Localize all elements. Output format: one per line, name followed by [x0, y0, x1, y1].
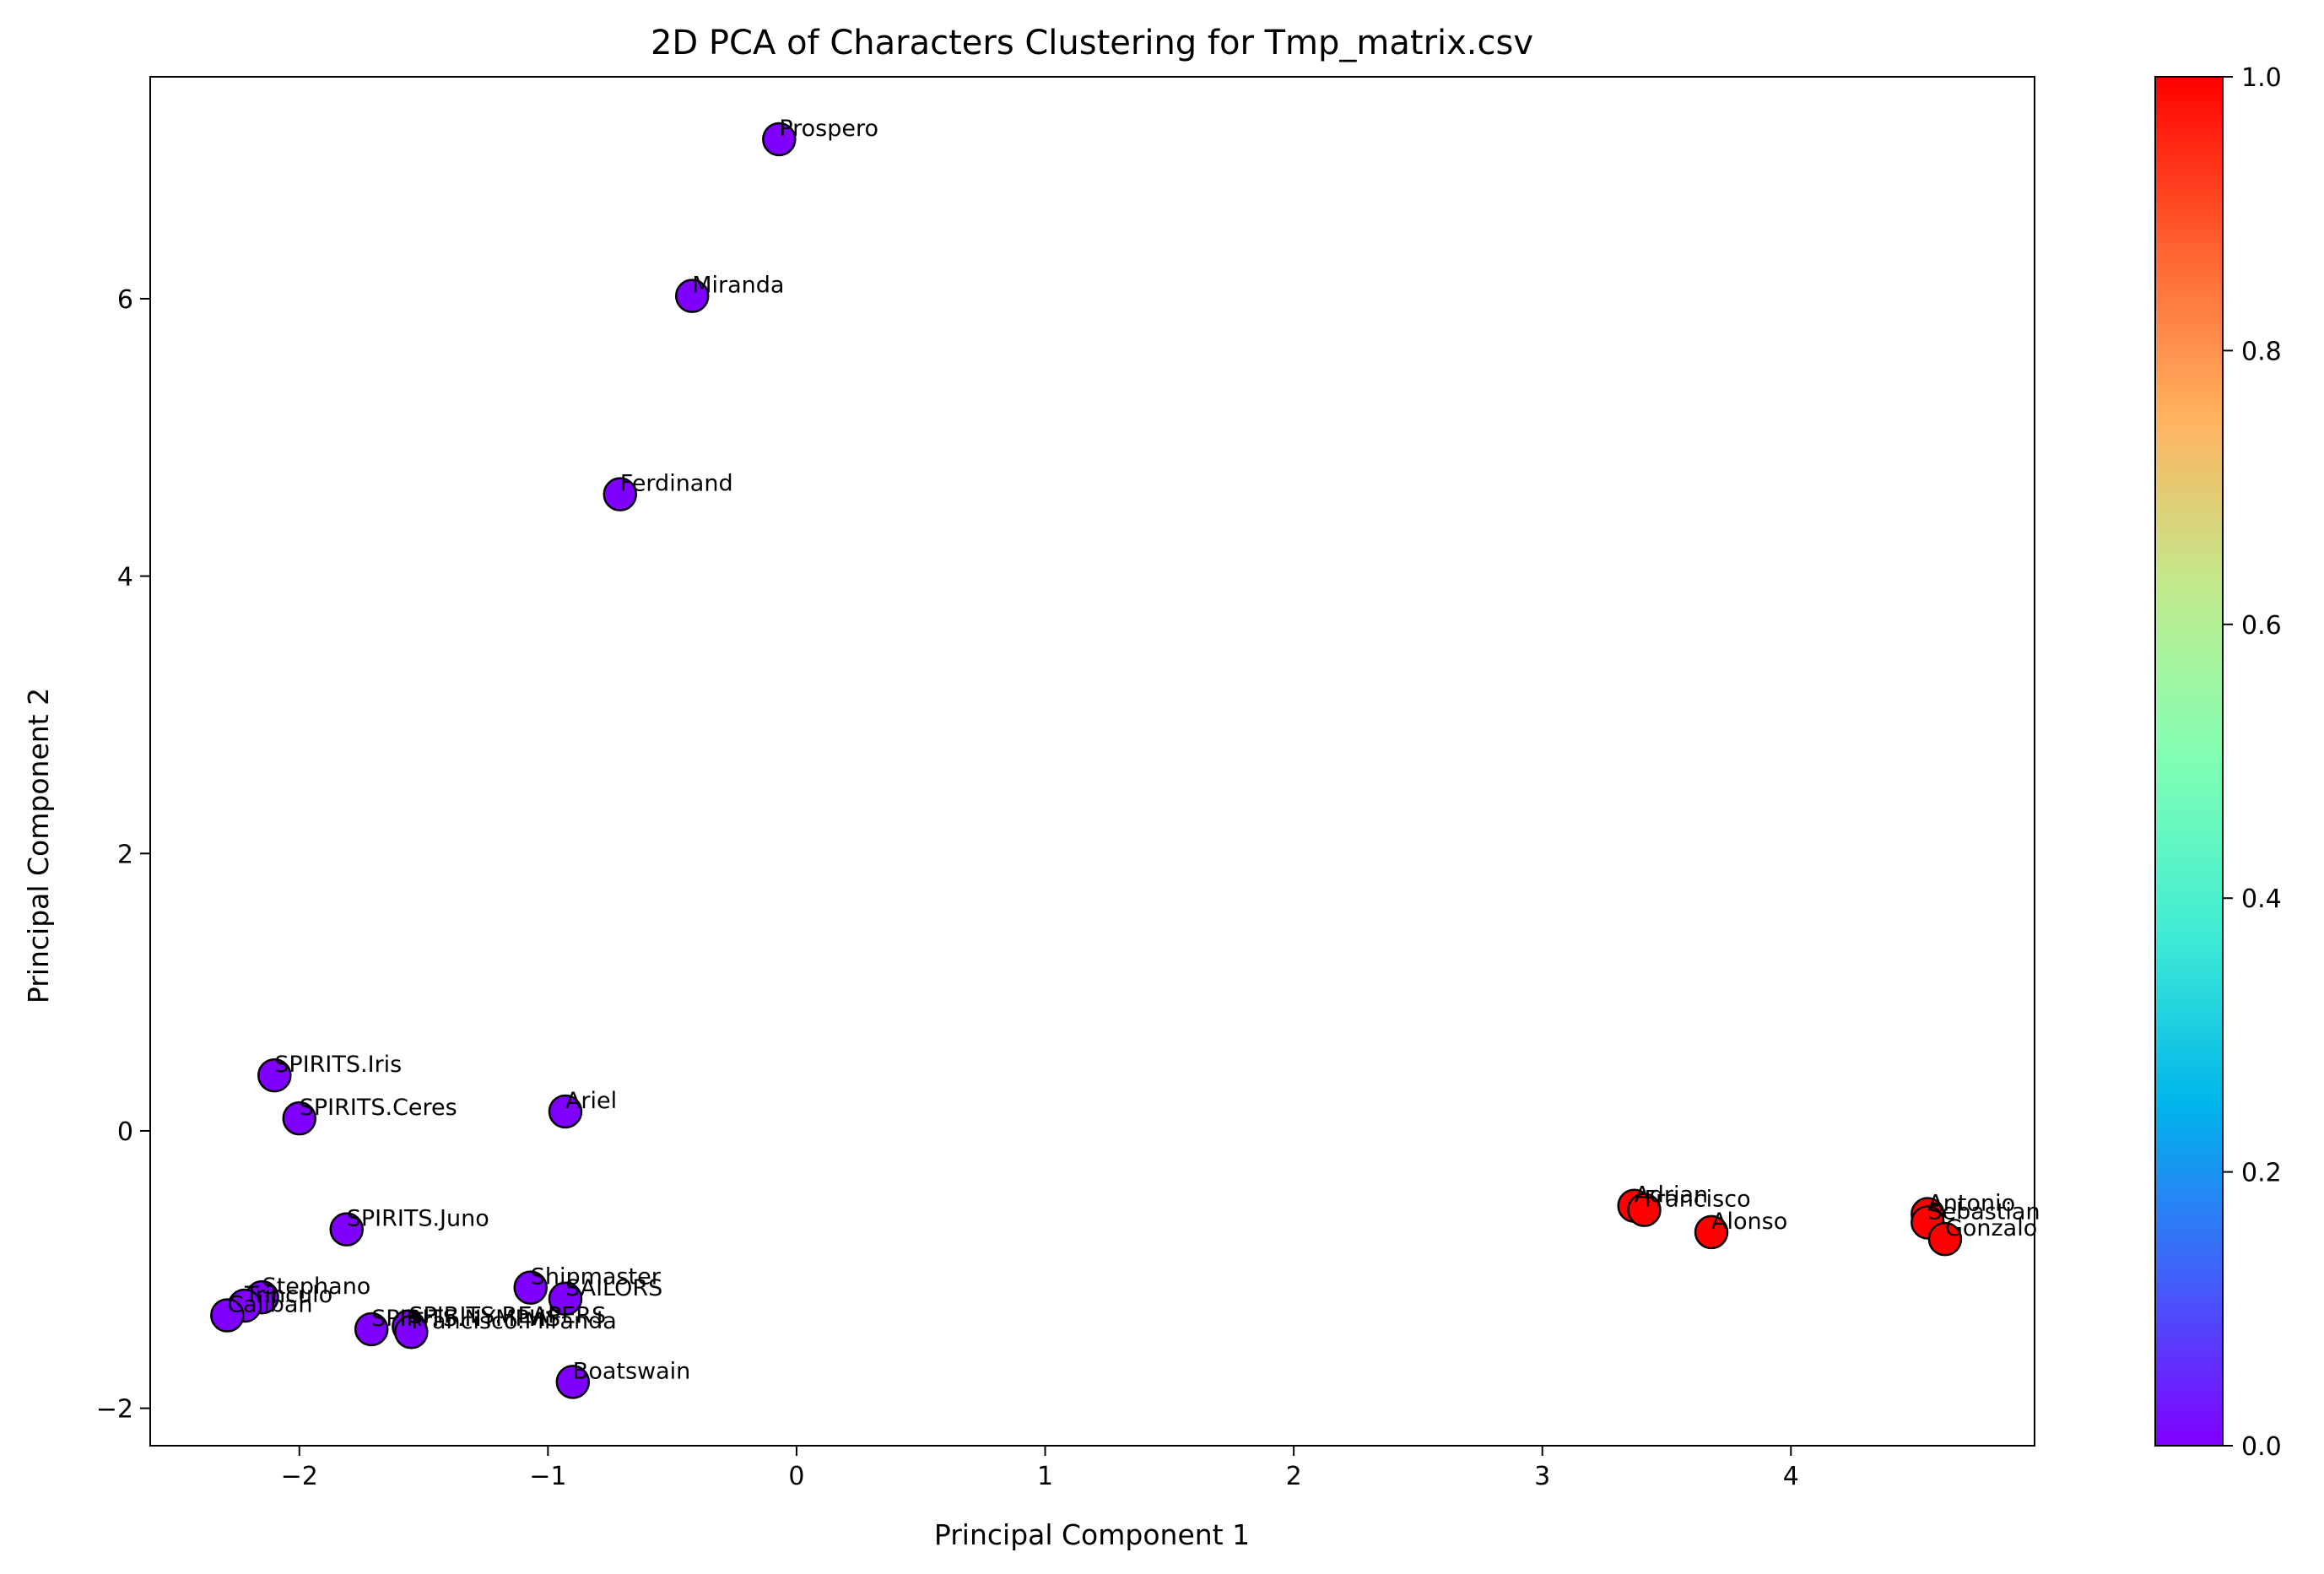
plot-background [150, 77, 2035, 1446]
y-tick-label: 6 [117, 285, 133, 315]
scatter-point [1694, 1214, 1729, 1250]
scatter-point [762, 122, 797, 157]
colorbar-tick-label: 0.0 [2241, 1432, 2282, 1462]
x-tick-label: 3 [1534, 1462, 1550, 1491]
point-label: SPIRITS.Ceres [300, 1095, 457, 1121]
scatter-point [548, 1094, 583, 1129]
point-label: SPIRITS.NYMPHS [371, 1306, 560, 1332]
point-label: Gonzalo [1945, 1215, 2037, 1241]
x-tick-label: 0 [788, 1462, 804, 1491]
scatter-point [282, 1101, 317, 1136]
y-tick-label: 4 [117, 563, 133, 592]
point-label: Francisco.Miranda [411, 1308, 616, 1334]
x-tick-label: −2 [281, 1462, 318, 1491]
point-label: Caliban [227, 1292, 312, 1318]
x-tick-label: −1 [529, 1462, 566, 1491]
point-label: Trinculo [244, 1282, 332, 1308]
y-axis-label: Principal Component 2 [22, 688, 55, 1003]
scatter-point [354, 1312, 389, 1347]
scatter-point [394, 1314, 429, 1350]
x-tick-label: 2 [1286, 1462, 1302, 1491]
scatter-point [329, 1212, 364, 1247]
y-tick-label: 2 [117, 840, 133, 869]
data-points [210, 122, 1963, 1399]
scatter-point [1927, 1221, 1963, 1257]
colorbar-tick-label: 0.6 [2241, 611, 2282, 641]
scatter-point [548, 1281, 583, 1317]
scatter-point [555, 1365, 591, 1399]
scatter-point [674, 279, 710, 313]
y-tick-label: 0 [117, 1117, 133, 1147]
point-label: Adrian [1635, 1182, 1708, 1209]
plot-area: Prospero Miranda Ferdinand SPIRITS.Iris SPIR… [149, 76, 2040, 1447]
point-label: SAILORS [565, 1275, 662, 1301]
x-axis-label: Principal Component 1 [934, 1518, 1250, 1551]
scatter-point [257, 1057, 292, 1093]
point-label: Francisco [1644, 1187, 1750, 1213]
point-label: Boatswain [573, 1358, 690, 1384]
scatter-point [513, 1270, 548, 1305]
x-tick-label: 4 [1783, 1462, 1799, 1491]
scatter-point [1627, 1193, 1662, 1227]
colorbar-tick-label: 0.4 [2241, 884, 2282, 914]
point-label: SPIRITS.Iris [274, 1052, 402, 1078]
colorbar-ticks: 0.0 0.2 0.4 0.6 0.8 1.0 [2223, 63, 2282, 1462]
colorbar-tick-label: 0.2 [2241, 1159, 2282, 1188]
y-tick-label: −2 [96, 1395, 133, 1425]
point-label: Stephano [262, 1274, 371, 1300]
colorbar: 0.0 0.2 0.4 0.6 0.8 1.0 [2154, 63, 2282, 1462]
scatter-point [210, 1298, 245, 1333]
point-label: Prospero [779, 116, 878, 142]
point-label: Antonio [1927, 1191, 2015, 1217]
point-label: Shipmaster [531, 1264, 662, 1290]
scatter-point [603, 477, 638, 511]
y-axis-ticks: −2 0 2 4 6 [96, 285, 150, 1425]
point-labels: Prospero Miranda Ferdinand SPIRITS.Iris SPIR… [227, 116, 2040, 1384]
x-axis-ticks: −2 −1 0 1 2 3 4 [281, 1446, 1799, 1491]
colorbar-gradient [2154, 76, 2224, 1447]
point-label: Sebastian [1927, 1198, 2040, 1225]
point-label: Alonso [1711, 1209, 1787, 1235]
colorbar-tick-label: 0.8 [2241, 337, 2282, 366]
chart-title: 2D PCA of Characters Clustering for Tmp_… [651, 24, 1533, 62]
x-tick-label: 1 [1037, 1462, 1053, 1491]
point-label: SPIRITS.REAPERS [408, 1303, 606, 1329]
point-label: Ferdinand [620, 471, 733, 497]
point-label: SPIRITS.Juno [347, 1206, 489, 1232]
plot-frame [149, 76, 2035, 1447]
colorbar-tick-label: 1.0 [2241, 63, 2282, 93]
point-label: Ariel [565, 1088, 617, 1114]
point-label: Miranda [692, 273, 784, 299]
